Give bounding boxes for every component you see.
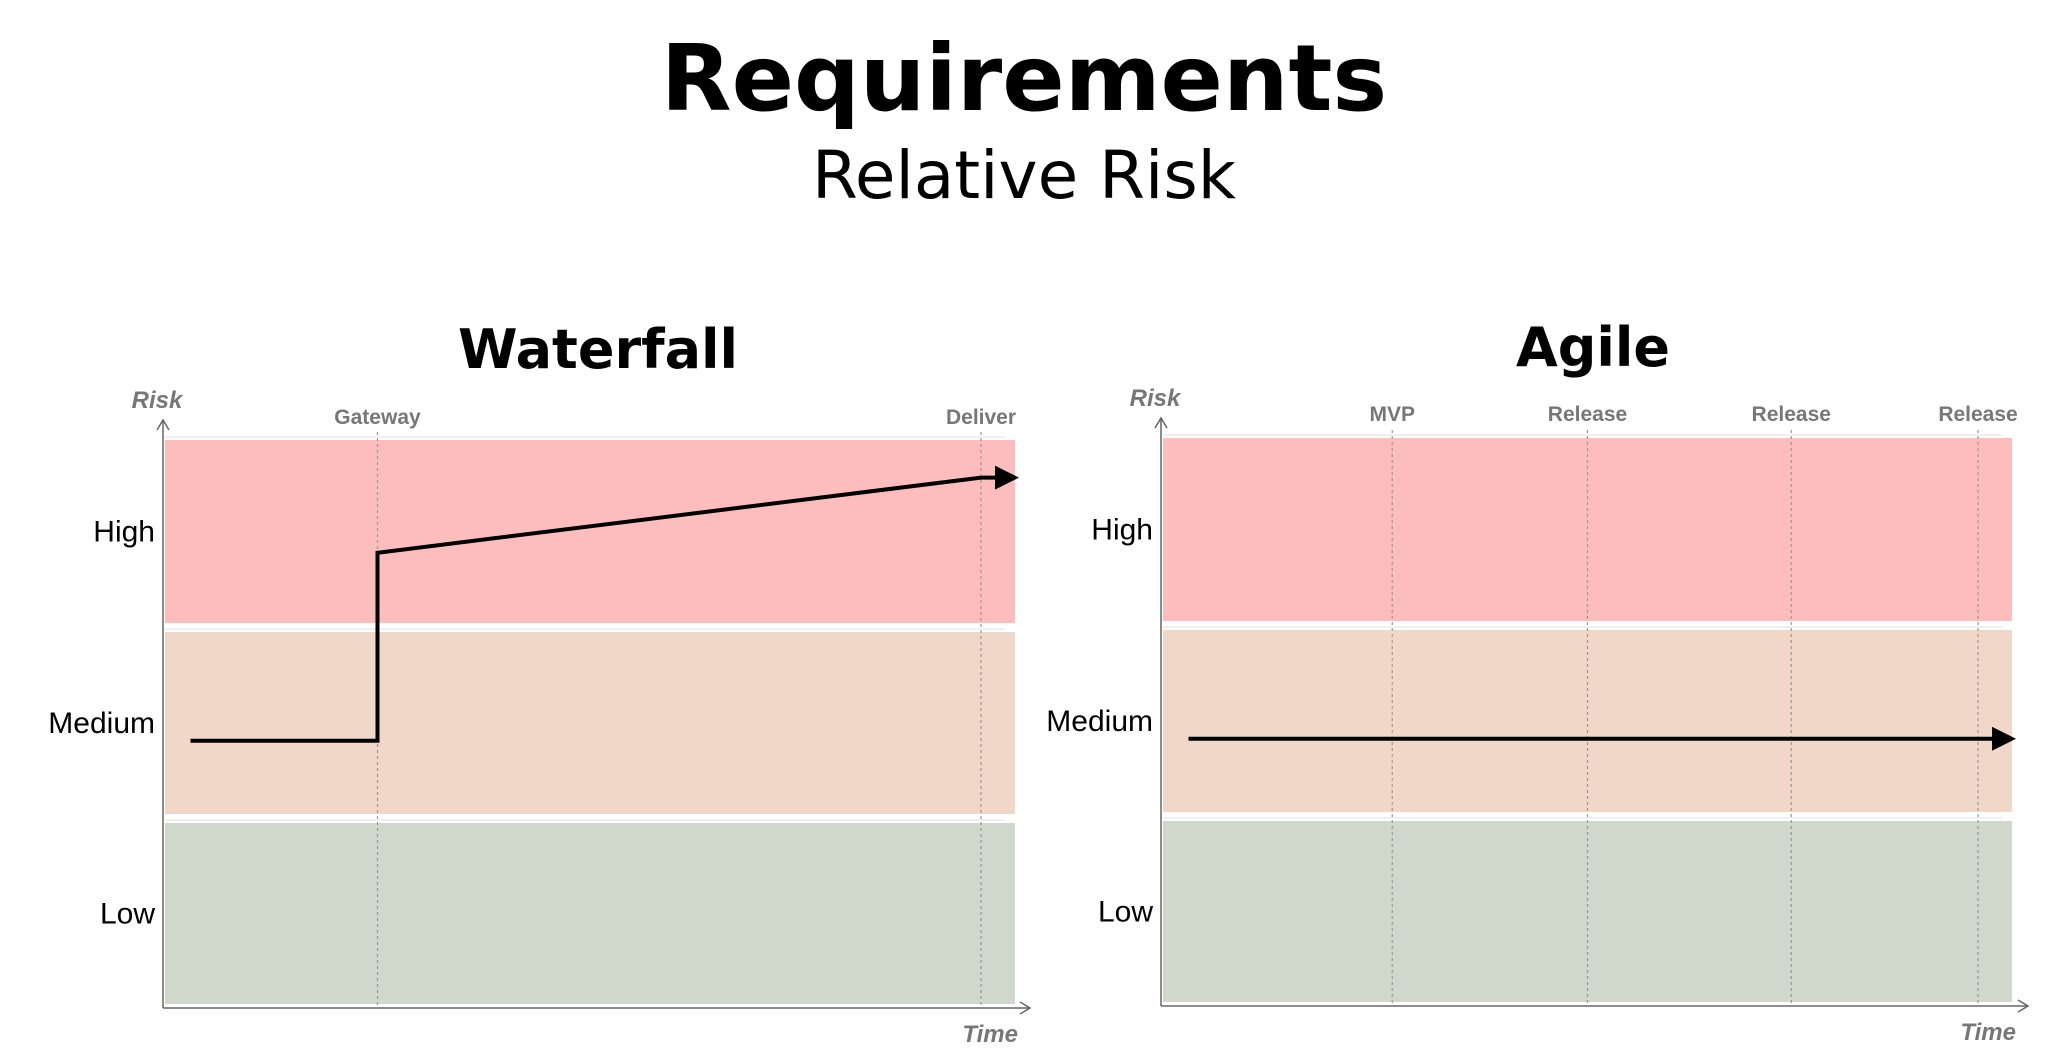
x-axis-label: Time (1960, 1019, 2016, 1046)
y-label-low: Low (100, 898, 155, 931)
chart-agile: High Medium Low MVP Release Release Release Ris… (1046, 316, 2030, 1046)
band-high (165, 440, 1015, 623)
y-label-medium: Medium (48, 707, 155, 740)
marker-label: Release (1938, 403, 2017, 426)
x-axis-arrow (2017, 999, 2030, 1013)
page-title: Requirements (660, 25, 1388, 132)
page-subtitle: Relative Risk (812, 137, 1236, 214)
marker-label: Release (1548, 403, 1627, 426)
y-axis-arrow (1154, 416, 1168, 429)
y-label-high: High (1091, 514, 1153, 547)
marker-label: Deliver (946, 406, 1016, 429)
y-axis-label: Risk (1130, 385, 1182, 412)
band-medium (165, 632, 1015, 814)
marker-label: Release (1752, 403, 1831, 426)
band-low (165, 823, 1015, 1004)
marker-label: Gateway (334, 406, 421, 429)
x-axis-arrow (1019, 1001, 1032, 1015)
chart-title: Agile (1516, 316, 1670, 379)
series-line (190, 465, 1019, 743)
chart-waterfall: High Medium Low Gateway Deliver Risk Time Water… (48, 318, 1032, 1048)
marker-label: MVP (1369, 403, 1415, 426)
x-axis-label: Time (962, 1021, 1018, 1048)
y-label-high: High (93, 516, 155, 549)
y-label-medium: Medium (1046, 705, 1153, 738)
chart-title: Waterfall (458, 318, 738, 381)
y-label-low: Low (1098, 896, 1153, 929)
y-axis-arrow (156, 418, 170, 431)
y-axis-label: Risk (132, 387, 184, 414)
